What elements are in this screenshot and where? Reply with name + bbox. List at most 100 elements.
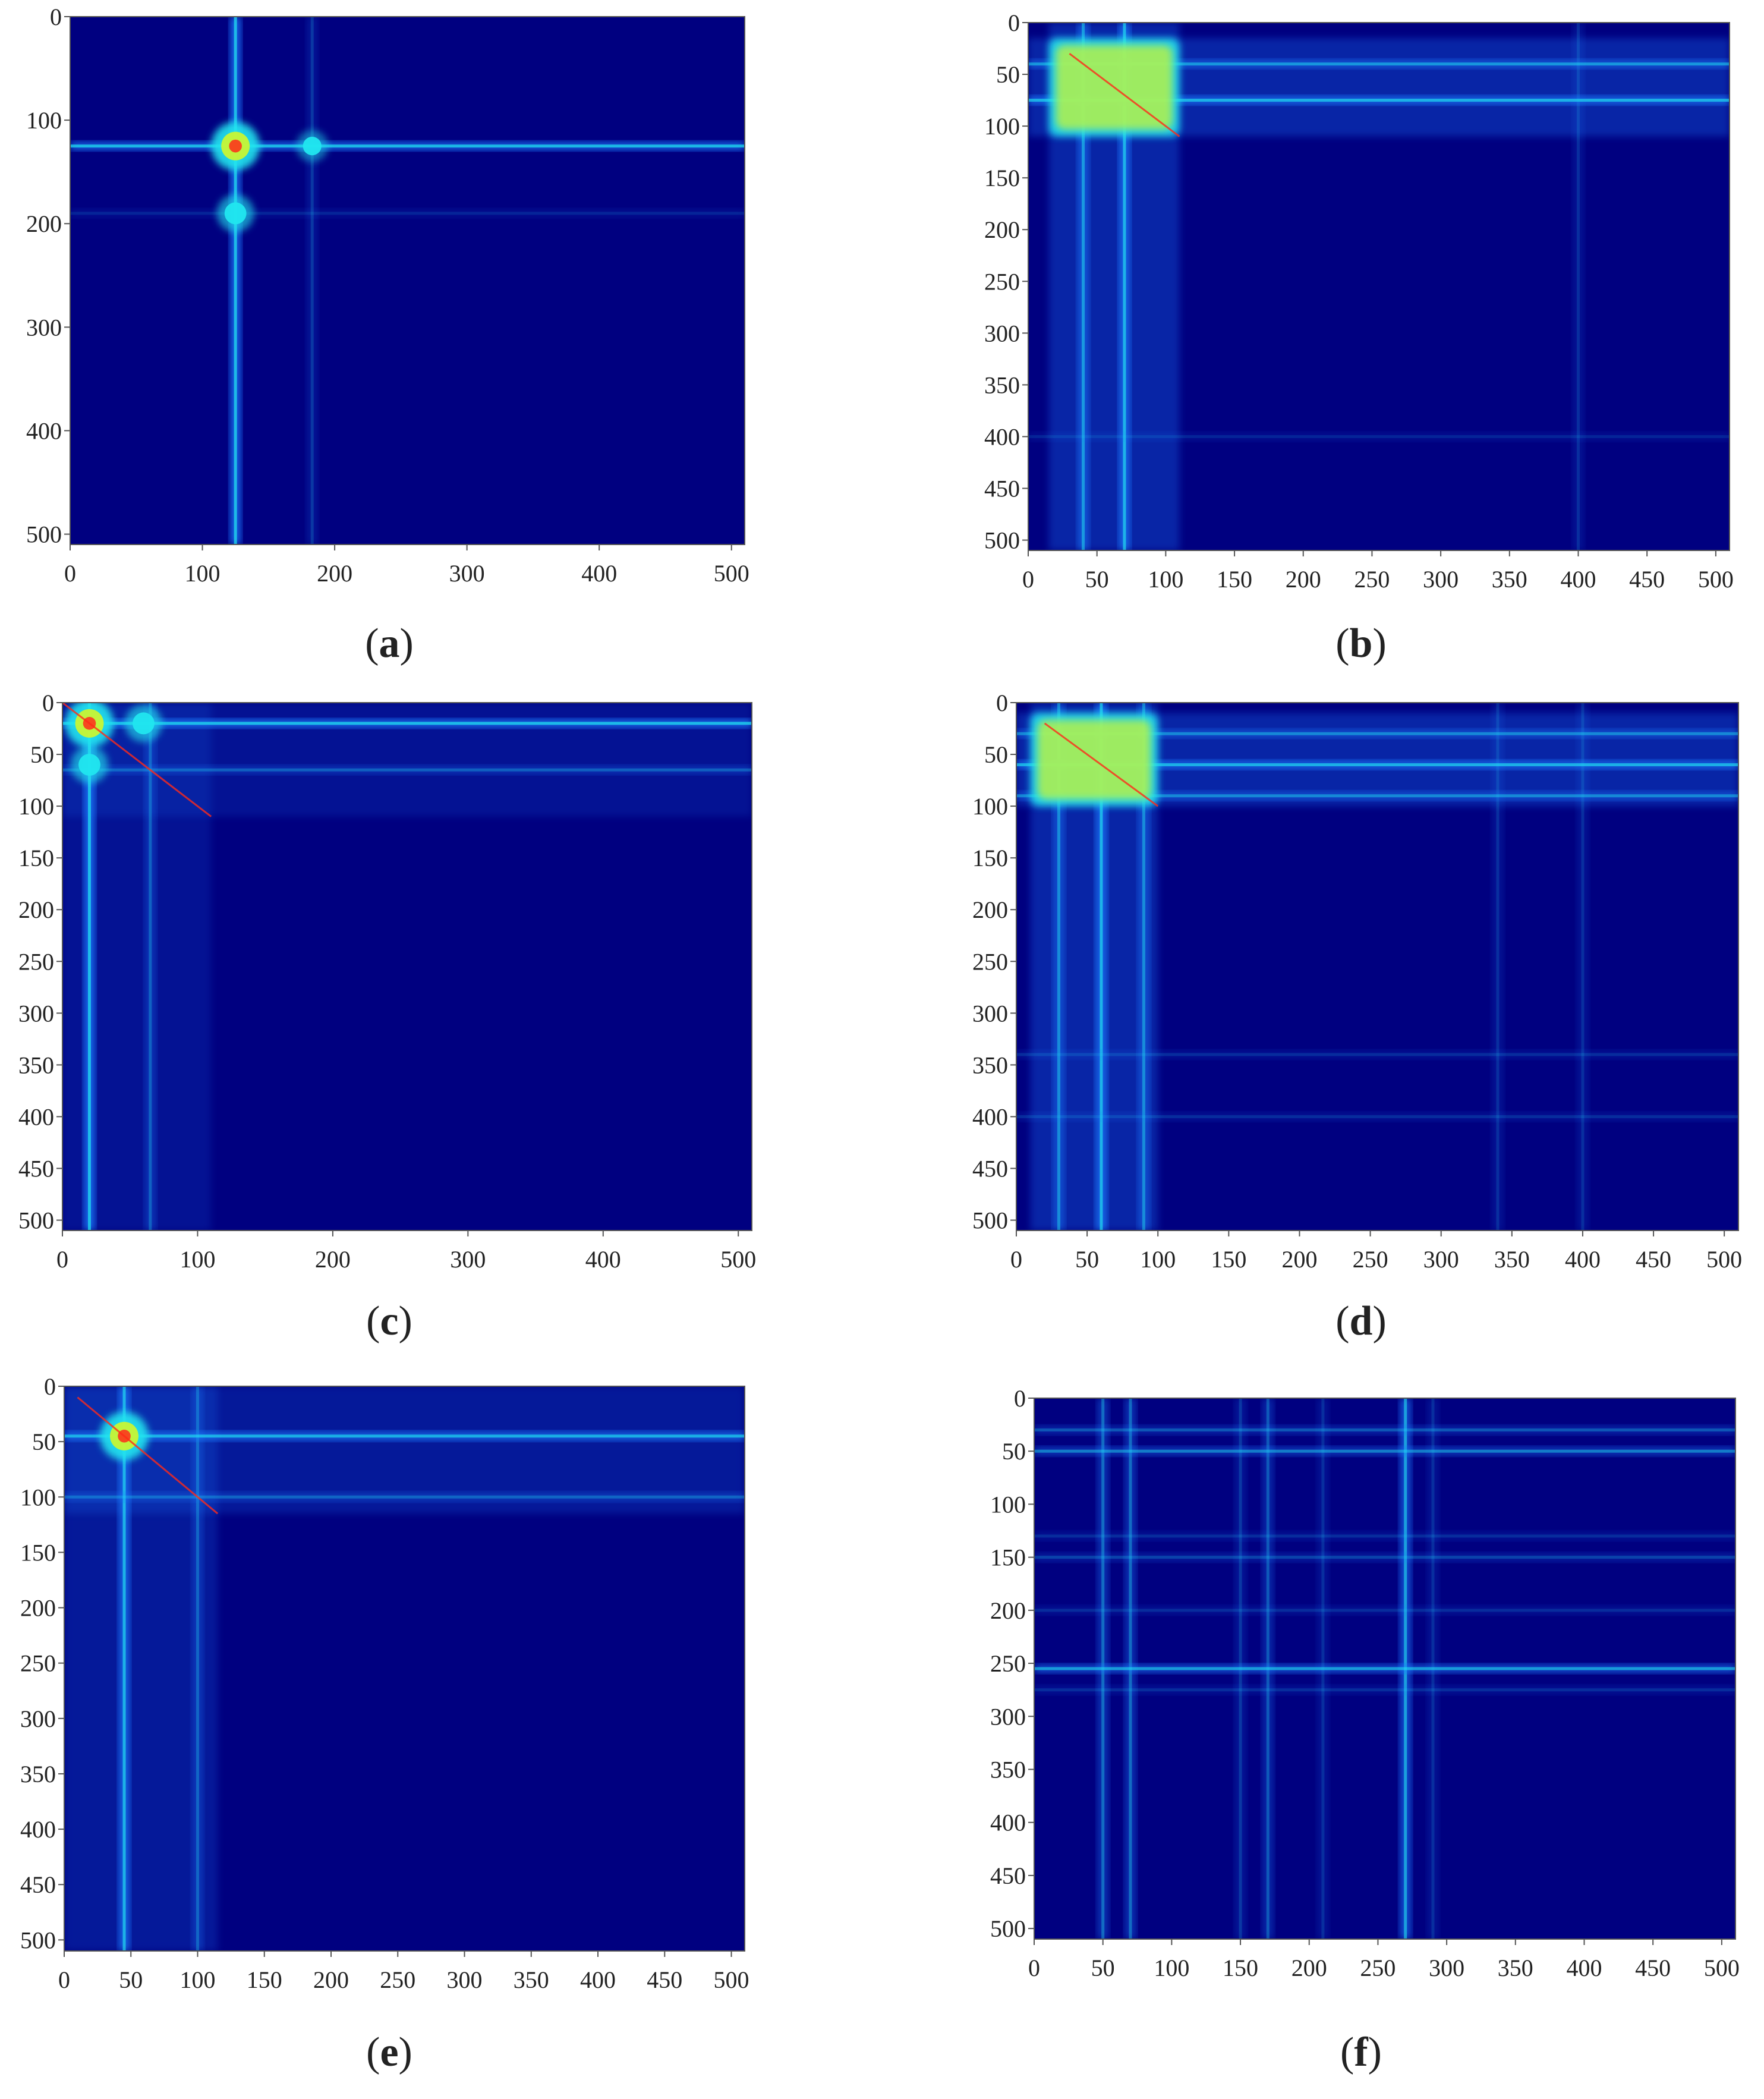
horizontal-band — [1034, 1685, 1735, 1694]
horizontal-band — [64, 1492, 745, 1502]
panel-b: 0 50 100 150 200 250 300 350 400 450 5000501001502… — [984, 10, 1734, 666]
vertical-band — [1577, 703, 1589, 1231]
horizontal-band — [1034, 1425, 1735, 1434]
x-tick-label: 150 — [1211, 1246, 1246, 1273]
y-tick-label: 200 — [20, 1595, 56, 1622]
horizontal-band — [1028, 59, 1730, 68]
y-tick-label: 200 — [972, 896, 1008, 923]
x-tick-label: 100 — [1148, 566, 1183, 593]
diagonal-line — [62, 703, 212, 817]
horizontal-band-core — [70, 212, 745, 215]
x-axis: 0 50 100 150 200 250 300 350 400 450 500 — [1022, 550, 1734, 593]
y-tick-label: 400 — [26, 417, 62, 444]
plot-frame — [1028, 22, 1730, 551]
y-tick-label: 150 — [20, 1539, 56, 1566]
horizontal-band-core — [1016, 1053, 1738, 1056]
vertical-band — [144, 703, 156, 1231]
y-tick-label: 0 — [1008, 10, 1020, 36]
y-tick-label: 50 — [1002, 1438, 1026, 1465]
vertical-band-core — [196, 1386, 200, 1951]
x-tick-label: 200 — [313, 1966, 349, 1993]
vertical-band-core — [234, 17, 237, 545]
panel-label-close-paren: ) — [400, 621, 414, 666]
plot-frame — [64, 1386, 745, 1952]
y-tick-label: 0 — [996, 690, 1008, 716]
x-tick-label: 500 — [714, 560, 749, 587]
panel-label-open-paren: ( — [366, 1298, 380, 1344]
y-tick-label: 400 — [972, 1103, 1008, 1130]
y-tick-label: 300 — [990, 1703, 1026, 1730]
horizontal-band-core — [1034, 1609, 1735, 1612]
x-tick-label: 300 — [1423, 1246, 1459, 1273]
y-tick-label: 250 — [18, 948, 54, 975]
panel-label-close-paren: ) — [1368, 2029, 1382, 2075]
horizontal-band-core — [1028, 99, 1730, 102]
x-tick-label: 150 — [1223, 1955, 1258, 1981]
y-axis: 0 50 100 150 200 250 300 350 400 450 500 — [20, 1373, 64, 1953]
x-tick-label: 350 — [1494, 1246, 1530, 1273]
vertical-band — [1138, 703, 1149, 1231]
x-tick-label: 100 — [179, 1246, 215, 1273]
y-tick-label: 300 — [20, 1705, 56, 1732]
x-tick-label: 150 — [1217, 566, 1252, 593]
panel-label-open-paren: ( — [365, 621, 379, 666]
x-tick-label: 500 — [1706, 1246, 1742, 1273]
plot-frame — [70, 16, 745, 545]
vertical-band — [1573, 23, 1584, 550]
x-tick-label: 50 — [1085, 566, 1109, 593]
y-tick-label: 250 — [972, 948, 1008, 975]
x-tick-label: 150 — [247, 1966, 282, 1993]
plot-frame — [62, 702, 752, 1231]
x-tick-label: 0 — [1028, 1955, 1040, 1981]
y-tick-label: 150 — [990, 1544, 1026, 1571]
panel-label-close-paren: ) — [1372, 621, 1386, 666]
x-tick-label: 50 — [1091, 1955, 1115, 1981]
x-tick-label: 0 — [1022, 566, 1034, 593]
vertical-band-core — [310, 17, 314, 545]
x-axis: 0 50 100 150 200 250 300 350 400 450 500 — [58, 1951, 749, 1993]
x-tick-label: 300 — [1429, 1955, 1464, 1981]
diagonal-line — [77, 1396, 219, 1515]
x-tick-label: 500 — [1704, 1955, 1740, 1981]
y-axis: 0 50 100 150 200 250 300 350 400 450 500 — [990, 1385, 1034, 1942]
y-tick-label: 500 — [990, 1915, 1026, 1942]
horizontal-band-core — [1034, 1667, 1735, 1670]
horizontal-band — [1016, 791, 1738, 800]
y-axis: 0 50 100 150 200 250 300 350 400 450 500 — [18, 690, 62, 1234]
panel-label: (d) — [1335, 1298, 1387, 1344]
hotspot — [224, 202, 247, 225]
y-tick-label: 300 — [26, 314, 62, 341]
horizontal-band-core — [1016, 732, 1738, 735]
y-tick-label: 0 — [44, 1373, 56, 1400]
y-tick-label: 50 — [32, 1428, 56, 1455]
y-tick-label: 250 — [20, 1650, 56, 1677]
y-axis: 0 100 200 300 400 500 — [26, 4, 70, 548]
y-tick-label: 200 — [18, 896, 54, 923]
horizontal-band — [1016, 1050, 1738, 1059]
x-tick-label: 300 — [450, 1246, 486, 1273]
x-tick-label: 400 — [1566, 1955, 1602, 1981]
vertical-band-core — [1496, 703, 1500, 1231]
x-tick-label: 400 — [1565, 1246, 1601, 1273]
y-tick-label: 100 — [20, 1484, 56, 1510]
y-tick-label: 200 — [984, 216, 1020, 243]
x-tick-label: 500 — [714, 1966, 749, 1993]
hotspot — [78, 754, 100, 776]
y-tick-label: 250 — [984, 268, 1020, 295]
x-tick-label: 450 — [1635, 1955, 1671, 1981]
x-tick-label: 100 — [1140, 1246, 1176, 1273]
hotspot — [303, 137, 322, 156]
hotspot — [133, 712, 155, 735]
x-tick-label: 250 — [1353, 1246, 1388, 1273]
horizontal-band — [1034, 1447, 1735, 1456]
horizontal-band — [1016, 1112, 1738, 1121]
x-tick-label: 100 — [185, 560, 220, 587]
horizontal-band — [1016, 729, 1738, 738]
x-tick-label: 350 — [1498, 1955, 1533, 1981]
y-tick-label: 350 — [18, 1052, 54, 1078]
y-tick-label: 50 — [996, 61, 1020, 88]
horizontal-band-core — [1028, 62, 1730, 66]
heatmap-a — [70, 17, 745, 545]
